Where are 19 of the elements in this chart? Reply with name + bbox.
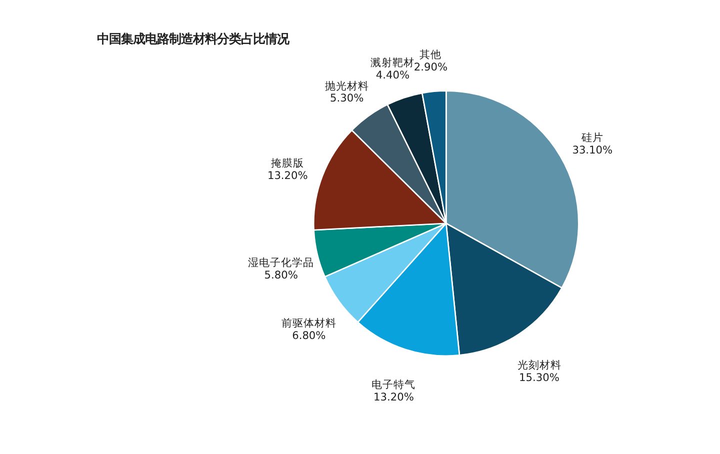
data-label: 5.30% [330,92,364,105]
data-label: 5.80% [264,269,298,282]
slice-label: 其他 [420,48,442,61]
data-label: 33.10% [572,144,613,156]
data-label: 13.20% [267,170,308,182]
data-label: 6.80% [292,330,326,342]
slice-label: 光刻材料 [517,358,562,372]
chart-title: 中国集成电路制造材料分类占比情况 [97,32,290,46]
data-label: 4.40% [376,69,410,82]
data-label: 13.20% [374,392,414,404]
data-label: 2.90% [414,61,448,74]
slice-label: 电子特气 [372,378,416,392]
slice-label: 抛光材料 [324,79,369,92]
slice-label: 掩膜版 [271,157,304,170]
slice-label: 湿电子化学品 [248,256,314,269]
slice-label: 前驱体材料 [281,316,336,330]
data-label: 15.30% [519,372,560,384]
slice-label: 溅射靶材 [370,56,415,69]
slice-label: 硅片 [580,131,604,144]
